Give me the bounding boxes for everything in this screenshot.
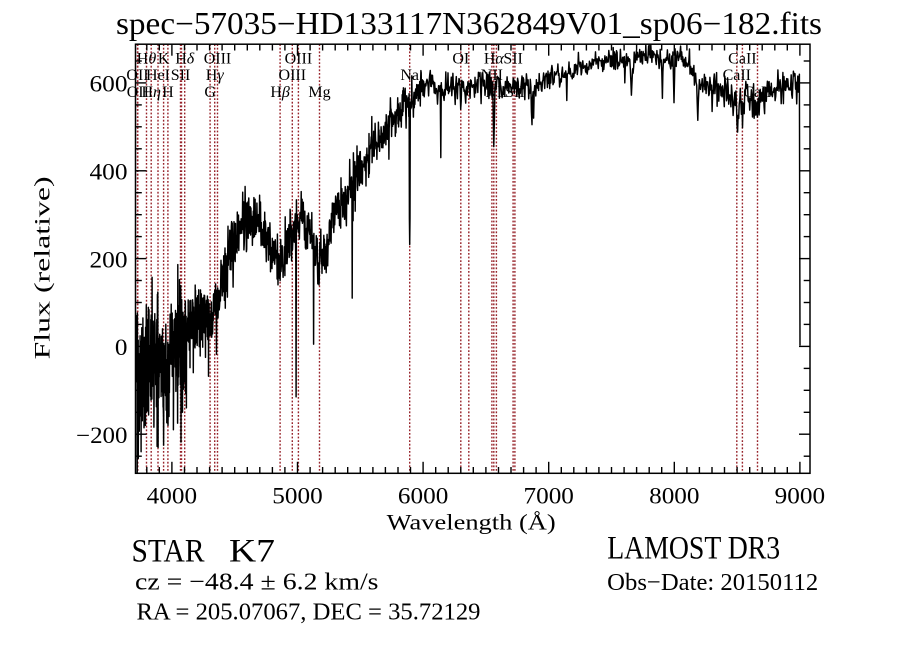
svg-text:HeI: HeI bbox=[146, 67, 170, 84]
svg-text:SII: SII bbox=[171, 67, 191, 84]
svg-text:CaII: CaII bbox=[728, 51, 756, 68]
svg-text:Hα: Hα bbox=[484, 51, 505, 68]
svg-text:OI: OI bbox=[452, 51, 469, 68]
svg-text:NII: NII bbox=[485, 84, 507, 101]
svg-text:SII: SII bbox=[505, 84, 525, 101]
svg-text:K: K bbox=[158, 51, 170, 68]
svg-text:Hδ: Hδ bbox=[175, 51, 195, 68]
svg-text:Wavelength (Å): Wavelength (Å) bbox=[387, 510, 556, 535]
svg-text:Hθ: Hθ bbox=[137, 51, 157, 68]
svg-text:400: 400 bbox=[90, 160, 128, 186]
svg-text:Hβ: Hβ bbox=[270, 84, 290, 101]
svg-text:CaII: CaII bbox=[723, 67, 751, 84]
svg-text:OII: OII bbox=[127, 84, 149, 101]
svg-text:9000: 9000 bbox=[775, 484, 825, 510]
svg-text:OIII: OIII bbox=[285, 51, 313, 68]
svg-text:LAMOST DR3: LAMOST DR3 bbox=[607, 530, 780, 566]
svg-text:K7: K7 bbox=[229, 534, 275, 570]
svg-text:8000: 8000 bbox=[649, 484, 699, 510]
svg-text:STAR: STAR bbox=[132, 534, 205, 570]
svg-text:−200: −200 bbox=[76, 423, 128, 449]
svg-text:Obs−Date: 20150112: Obs−Date: 20150112 bbox=[607, 569, 818, 596]
svg-text:cz = −48.4 ± 6.2 km/s: cz = −48.4 ± 6.2 km/s bbox=[135, 569, 379, 596]
svg-text:7000: 7000 bbox=[524, 484, 574, 510]
svg-text:OIII: OIII bbox=[279, 67, 307, 84]
svg-text:spec−57035−HD133117N362849V01_: spec−57035−HD133117N362849V01_sp06−182.f… bbox=[116, 6, 822, 41]
svg-text:OIII: OIII bbox=[204, 51, 232, 68]
svg-text:Na: Na bbox=[400, 67, 419, 84]
svg-text:G: G bbox=[204, 84, 216, 101]
svg-text:0: 0 bbox=[115, 335, 128, 361]
svg-text:600: 600 bbox=[90, 72, 128, 98]
svg-text:200: 200 bbox=[90, 247, 128, 273]
svg-text:SII: SII bbox=[503, 51, 523, 68]
svg-text:H: H bbox=[162, 84, 174, 101]
svg-text:4000: 4000 bbox=[147, 484, 197, 510]
svg-text:6000: 6000 bbox=[398, 484, 448, 510]
svg-text:NII: NII bbox=[481, 67, 503, 84]
svg-text:RA = 205.07067, DEC = 35.7212: RA = 205.07067, DEC = 35.72129 bbox=[137, 599, 481, 626]
svg-text:Hγ: Hγ bbox=[206, 67, 225, 84]
svg-text:Hη: Hη bbox=[141, 84, 161, 101]
svg-text:Flux (relative): Flux (relative) bbox=[30, 176, 55, 359]
svg-text:OII: OII bbox=[126, 67, 148, 84]
svg-text:5000: 5000 bbox=[272, 484, 322, 510]
svg-text:CaII: CaII bbox=[743, 84, 771, 101]
svg-text:Mg: Mg bbox=[308, 84, 330, 101]
